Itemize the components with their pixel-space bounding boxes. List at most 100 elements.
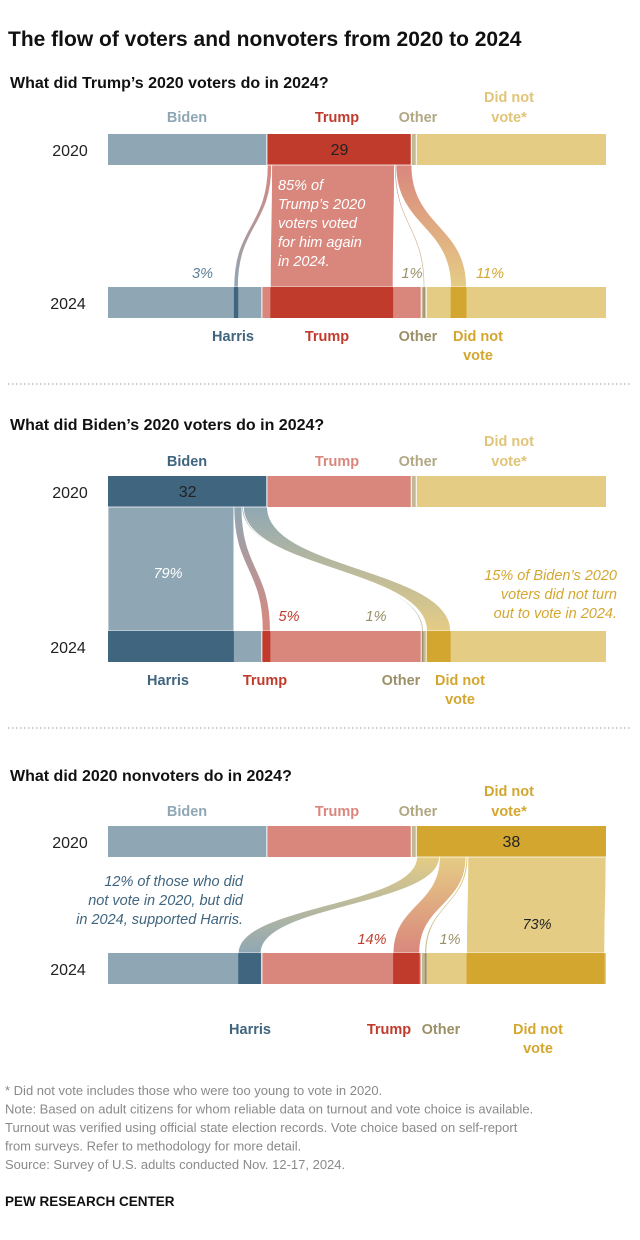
annotation-text: in 2024.	[278, 254, 330, 270]
annotation-text: 85% of	[278, 178, 325, 194]
annotation-text: for him again	[278, 235, 362, 251]
legend-label-2024: Other	[382, 673, 421, 689]
bar-2024-highlight	[423, 287, 425, 318]
flow-percent-label: 5%	[279, 609, 300, 625]
bar-2024-segment	[421, 953, 426, 984]
bar-2024-highlight	[466, 953, 605, 984]
year-label-2024: 2024	[50, 640, 86, 657]
annotation-text: 15% of Biden’s 2020	[484, 568, 617, 584]
annotation-text: Trump’s 2020	[278, 197, 365, 213]
footnote: Turnout was verified using official stat…	[5, 1120, 518, 1135]
year-label-2020: 2020	[52, 835, 88, 852]
flow-percent-label: 73%	[522, 917, 551, 933]
annotation-text: voters voted	[278, 216, 358, 232]
footnote: Note: Based on adult citizens for whom r…	[5, 1102, 533, 1117]
bar-2020-segment	[267, 134, 411, 165]
panel-title: What did Biden’s 2020 voters do in 2024?	[10, 417, 324, 434]
legend-label-2024: Did not	[435, 673, 485, 689]
bar-2024-segment	[108, 287, 262, 318]
legend-label-2024: Other	[422, 1022, 461, 1038]
legend-label-2024: Harris	[147, 673, 189, 689]
year-label-2024: 2024	[50, 962, 86, 979]
footnote: from surveys. Refer to methodology for m…	[5, 1139, 301, 1154]
legend-label-2020: Biden	[167, 804, 207, 820]
bar-2020-segment	[416, 476, 606, 507]
panel-title: What did 2020 nonvoters do in 2024?	[10, 768, 292, 785]
year-label-2024: 2024	[50, 296, 86, 313]
legend-label-2024: Trump	[367, 1022, 411, 1038]
bar-2020-segment	[416, 134, 606, 165]
bar-2020-segment	[416, 826, 606, 857]
legend-label-2020: Biden	[167, 110, 207, 126]
legend-label-2024: Did not	[453, 329, 503, 345]
bar-2020-segment	[411, 826, 416, 857]
annotation-text: in 2024, supported Harris.	[76, 912, 243, 928]
source-value-label: 32	[179, 484, 197, 501]
legend-label-2024-cont: vote	[523, 1041, 553, 1057]
bar-2024-highlight	[108, 631, 234, 662]
legend-label-2024-cont: vote	[463, 348, 493, 364]
flow-percent-label: 1%	[366, 609, 387, 625]
bar-2024-segment	[421, 631, 426, 662]
bar-2024-highlight	[421, 631, 424, 662]
annotation-text: not vote in 2020, but did	[88, 893, 244, 909]
bar-2020-segment	[411, 476, 416, 507]
bar-2024-segment	[262, 631, 421, 662]
bar-2020-segment	[108, 476, 267, 507]
legend-label-2024-cont: vote	[445, 692, 475, 708]
bar-2020-segment	[267, 826, 411, 857]
legend-label-2020: Did not	[484, 434, 534, 450]
flow-percent-label: 11%	[476, 266, 504, 282]
panel-3: What did 2020 nonvoters do in 2024? Biden…	[10, 768, 607, 1057]
legend-label-2024: Did not	[513, 1022, 563, 1038]
panel-title: What did Trump’s 2020 voters do in 2024?	[10, 75, 329, 92]
legend-label-2020-cont: vote*	[491, 454, 527, 470]
legend-label-2024: Harris	[229, 1022, 271, 1038]
legend-label-2024: Trump	[243, 673, 287, 689]
bar-2020-segment	[411, 134, 416, 165]
flow-did-not-vote	[243, 506, 452, 632]
year-label-2020: 2020	[52, 485, 88, 502]
bar-2020-segment	[108, 134, 267, 165]
bar-2024-highlight	[233, 287, 239, 318]
legend-label-2020: Biden	[167, 454, 207, 470]
bar-2024-highlight	[238, 953, 261, 984]
flow-percent-label: 1%	[440, 932, 461, 948]
flow-harris	[237, 856, 440, 954]
flow-harris	[233, 164, 273, 288]
legend-label-2024: Other	[399, 329, 438, 345]
bar-2024-highlight	[270, 287, 394, 318]
bar-2020-segment	[267, 476, 411, 507]
footnote: Source: Survey of U.S. adults conducted …	[5, 1157, 345, 1172]
bar-2024-highlight	[424, 953, 427, 984]
flow-percent-label: 3%	[192, 266, 213, 282]
bar-2024-highlight	[393, 953, 420, 984]
panel-2: What did Biden’s 2020 voters do in 2024?…	[10, 417, 617, 708]
annotation-text: 12% of those who did	[104, 874, 244, 890]
legend-label-2020: Other	[399, 804, 438, 820]
legend-label-2020: Did not	[484, 784, 534, 800]
legend-label-2020: Trump	[315, 454, 359, 470]
annotation-text: voters did not turn	[501, 587, 617, 603]
bar-2020-segment	[108, 826, 267, 857]
year-label-2020: 2020	[52, 143, 88, 160]
legend-label-2020: Other	[399, 110, 438, 126]
flow-percent-label: 1%	[402, 266, 423, 282]
legend-label-2020: Did not	[484, 90, 534, 106]
legend-label-2020-cont: vote*	[491, 110, 527, 126]
bar-2024-highlight	[262, 631, 271, 662]
chart-title: The flow of voters and nonvoters from 20…	[8, 28, 522, 51]
legend-label-2024: Trump	[305, 329, 349, 345]
footnote: * Did not vote includes those who were t…	[5, 1083, 382, 1098]
bar-2024-segment	[426, 631, 606, 662]
bar-2024-highlight	[450, 287, 467, 318]
legend-label-2020: Trump	[315, 110, 359, 126]
annotation-text: out to vote in 2024.	[494, 606, 617, 622]
flow-trump	[269, 164, 395, 288]
source-value-label: 38	[502, 834, 520, 851]
legend-label-2024: Harris	[212, 329, 254, 345]
source-value-label: 29	[331, 142, 349, 159]
flow-percent-label: 79%	[153, 566, 182, 582]
legend-label-2020: Trump	[315, 804, 359, 820]
